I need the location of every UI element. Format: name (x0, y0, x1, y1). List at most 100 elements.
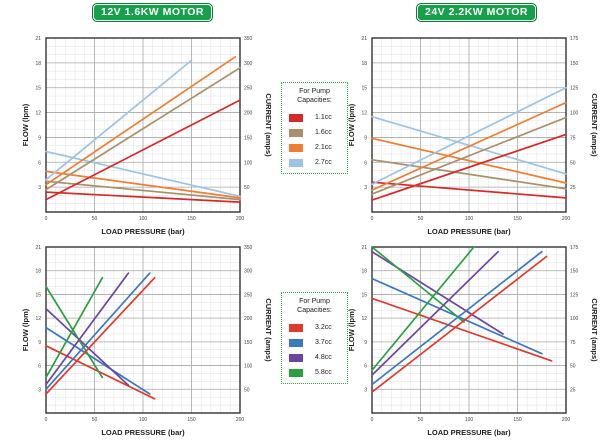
y2-tick-label: 300 (244, 61, 253, 67)
y2-tick-label: 50 (570, 364, 576, 370)
series-line-current-1.6cc (371, 116, 567, 195)
y-tick-label: 3 (38, 185, 41, 191)
series-line-flow-1.6cc (371, 158, 567, 190)
legend-title: For Pump Capacities: (297, 298, 332, 314)
x-axis-label: LOAD PRESSURE (bar) (427, 227, 511, 236)
legend-swatch (289, 158, 303, 167)
legend-swatch (289, 113, 303, 122)
y2-tick-label: 300 (244, 269, 253, 275)
y2-tick-label: 100 (570, 111, 579, 117)
y-tick-label: 9 (364, 135, 367, 141)
x-tick-label: 0 (371, 216, 374, 222)
x-tick-label: 0 (45, 417, 48, 423)
x-tick-label: 200 (236, 417, 245, 423)
y-tick-label: 18 (35, 269, 41, 275)
y-tick-label: 21 (361, 245, 367, 251)
series-line-flow-5.8cc (45, 285, 104, 379)
series-line-flow-5.8cc (371, 246, 465, 323)
legend-swatch (289, 143, 303, 152)
y2-axis-label: CURRENT (amps) (590, 93, 599, 157)
series-line-current-2.7cc (45, 59, 193, 181)
legend-label: 5.8cc (315, 369, 332, 376)
x-tick-label: 50 (92, 216, 98, 222)
y2-tick-label: 200 (244, 316, 253, 322)
y-tick-label: 12 (361, 316, 367, 322)
x-tick-label: 50 (418, 417, 424, 423)
x-tick-label: 50 (418, 216, 424, 222)
y2-tick-label: 75 (570, 135, 576, 141)
series-line-flow-1.1cc (371, 181, 567, 199)
legend-label: 3.2cc (315, 324, 332, 331)
y2-axis-label: CURRENT (amps) (590, 298, 599, 362)
chart-3: 0 50 100 150 200 3 6 9 12 15 18 21 50 100 150 200 250 300… (21, 245, 273, 437)
y-tick-label: 3 (364, 387, 367, 393)
chart-1: 0 50 100 150 200 3 6 9 12 15 18 21 50 100 150 200 250 300… (21, 36, 273, 236)
y-tick-label: 21 (35, 245, 41, 251)
x-tick-label: 100 (139, 216, 148, 222)
y2-tick-label: 50 (570, 160, 576, 166)
x-tick-label: 0 (371, 417, 374, 423)
plot-frame (371, 37, 567, 213)
series-line-current-1.1cc (371, 133, 567, 201)
series-line-flow-2.1cc (371, 137, 567, 184)
y2-tick-label: 250 (244, 292, 253, 298)
y2-tick-label: 350 (244, 245, 253, 251)
x-tick-label: 200 (236, 216, 245, 222)
x-tick-label: 150 (513, 417, 522, 423)
y2-tick-label: 25 (570, 185, 576, 191)
legend-bottom: For Pump Capacities: 3.2cc 3.7cc 4.8cc 5… (281, 292, 348, 384)
plot-frame (371, 246, 567, 414)
legend-swatch (289, 323, 303, 332)
x-tick-label: 150 (513, 216, 522, 222)
legend-item: 3.2cc (286, 320, 343, 335)
legend-label: 1.1cc (315, 114, 332, 121)
y-tick-label: 9 (38, 135, 41, 141)
series-line-flow-4.8cc (45, 307, 130, 387)
y-axis-label: FLOW (lpm) (347, 308, 356, 351)
x-tick-label: 100 (465, 216, 474, 222)
series-line-current-3.2cc (371, 255, 548, 393)
legend-label: 3.7cc (315, 339, 332, 346)
legend-label: 4.8cc (315, 354, 332, 361)
y-tick-label: 15 (35, 292, 41, 298)
y-tick-label: 3 (38, 387, 41, 393)
y-axis-label: FLOW (lpm) (21, 103, 30, 146)
legend-swatch (289, 338, 303, 347)
y2-tick-label: 50 (244, 387, 250, 393)
y-tick-label: 12 (35, 111, 41, 117)
y-axis-label: FLOW (lpm) (21, 308, 30, 351)
legend-item: 3.7cc (286, 335, 343, 350)
chart-2: 0 50 100 150 200 3 6 9 12 15 18 21 25 50 75 100 125 150 17… (347, 36, 599, 236)
series-line-current-3.7cc (45, 272, 151, 391)
y2-tick-label: 125 (570, 292, 579, 298)
x-tick-label: 100 (465, 417, 474, 423)
y2-axis-label: CURRENT (amps) (264, 93, 273, 157)
x-axis-label: LOAD PRESSURE (bar) (427, 428, 511, 437)
y-tick-label: 6 (364, 160, 367, 166)
legend-item: 5.8cc (286, 365, 343, 380)
y2-tick-label: 150 (244, 340, 253, 346)
y2-tick-label: 25 (570, 387, 576, 393)
y-axis-label: FLOW (lpm) (347, 103, 356, 146)
legend-item: 2.1cc (286, 140, 343, 155)
series-line-flow-2.1cc (45, 170, 241, 199)
series-line-current-1.6cc (45, 66, 241, 191)
x-tick-label: 50 (92, 417, 98, 423)
legend-swatch (289, 128, 303, 137)
y2-axis-label: CURRENT (amps) (264, 298, 273, 362)
y2-tick-label: 50 (244, 185, 250, 191)
series-line-flow-2.7cc (45, 150, 241, 198)
x-tick-label: 100 (139, 417, 148, 423)
y2-tick-label: 175 (570, 36, 579, 42)
legend-top: For Pump Capacities: 1.1cc 1.6cc 2.1cc 2… (281, 82, 348, 174)
y-tick-label: 15 (35, 86, 41, 92)
y2-tick-label: 125 (570, 86, 579, 92)
legend-label: 2.1cc (315, 144, 332, 151)
series-line-current-4.8cc (371, 250, 499, 376)
y-tick-label: 12 (35, 316, 41, 322)
series-line-current-2.1cc (45, 56, 237, 186)
series-line-current-1.1cc (45, 99, 241, 201)
y2-tick-label: 200 (244, 111, 253, 117)
series-line-current-5.8cc (371, 246, 475, 372)
